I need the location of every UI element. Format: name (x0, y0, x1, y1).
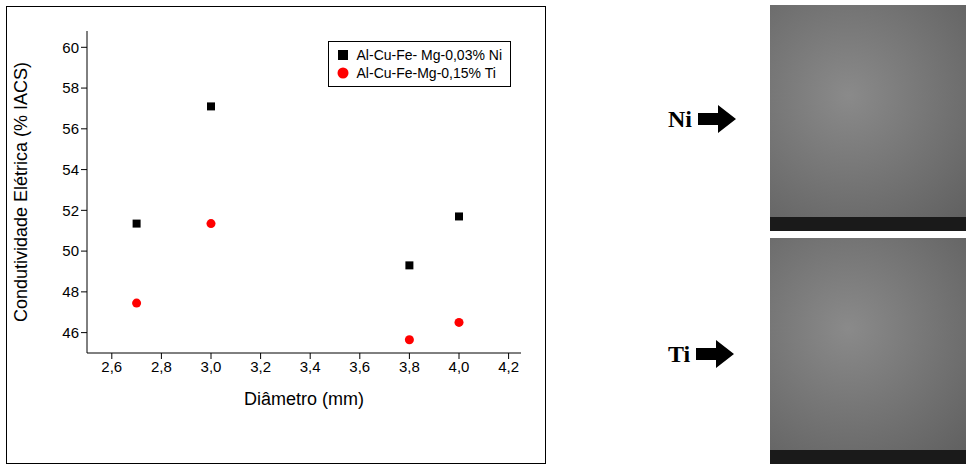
svg-text:2,6: 2,6 (101, 358, 122, 375)
html-text:Al-Cu-Fe-Mg-0,15% Ti: Al-Cu-Fe-Mg-0,15% Ti (356, 65, 496, 81)
svg-text:3,6: 3,6 (349, 358, 370, 375)
svg-text:60: 60 (62, 39, 79, 56)
svg-text:4,0: 4,0 (449, 358, 470, 375)
html-text:Ti: Ti (668, 340, 691, 367)
svg-text:3,8: 3,8 (399, 358, 420, 375)
svg-text:46: 46 (62, 324, 79, 341)
svg-text:3,2: 3,2 (250, 358, 271, 375)
svg-text:52: 52 (62, 202, 79, 219)
svg-text:4,2: 4,2 (498, 358, 519, 375)
svg-text:2,8: 2,8 (151, 358, 172, 375)
html-text:Ni: Ni (668, 105, 692, 132)
svg-text:Condutividade Elétrica (% IACS: Condutividade Elétrica (% IACS) (11, 62, 31, 322)
svg-text:Diâmetro (mm): Diâmetro (mm) (244, 389, 364, 409)
svg-text:50: 50 (62, 242, 79, 259)
svg-text:3,4: 3,4 (300, 358, 321, 375)
svg-text:3,0: 3,0 (201, 358, 222, 375)
svg-text:48: 48 (62, 283, 79, 300)
svg-text:54: 54 (62, 161, 79, 178)
svg-text:56: 56 (62, 120, 79, 137)
svg-text:58: 58 (62, 79, 79, 96)
html-text:Al-Cu-Fe- Mg-0,03% Ni: Al-Cu-Fe- Mg-0,03% Ni (356, 47, 502, 63)
